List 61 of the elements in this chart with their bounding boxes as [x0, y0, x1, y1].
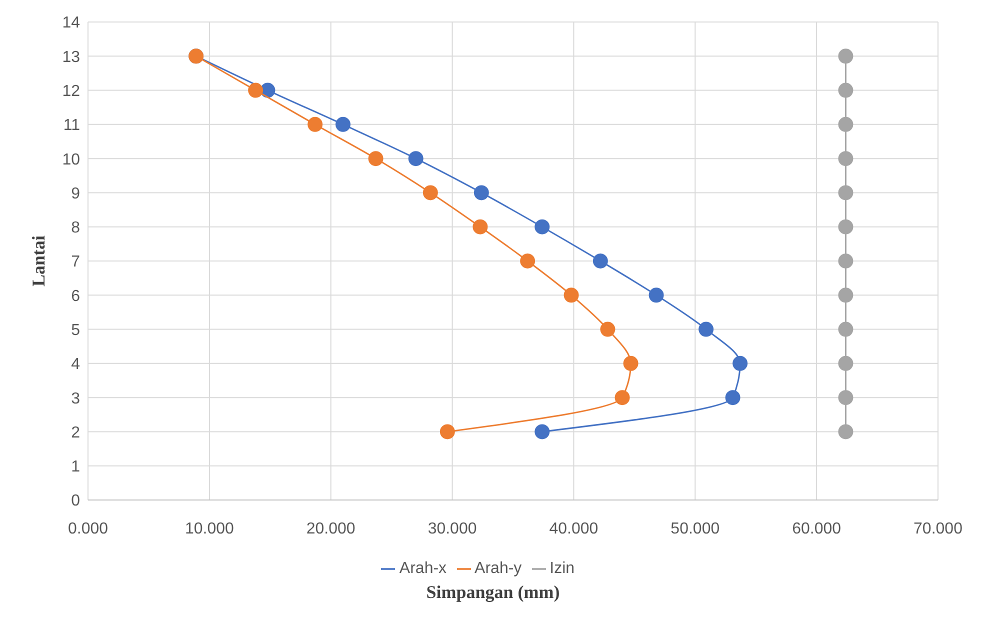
y-tick-label: 11 — [63, 117, 80, 134]
point — [648, 288, 664, 303]
x-tick-label: 70.000 — [914, 520, 963, 538]
y-axis-title: Lantai — [28, 235, 48, 287]
point — [838, 322, 854, 337]
x-tick-label: 10.000 — [184, 520, 234, 538]
point — [838, 288, 854, 303]
point — [534, 219, 550, 234]
y-tick-label: 14 — [62, 14, 80, 32]
x-tick-label: 40.000 — [549, 520, 598, 538]
x-axis-title: Simpangan (mm) — [425, 582, 561, 603]
point — [422, 185, 438, 200]
y-tick-label: 13 — [62, 48, 80, 66]
y-tick-label: 1 — [71, 458, 80, 476]
point — [592, 254, 608, 268]
point — [408, 151, 424, 166]
point — [838, 48, 854, 64]
x-tick-label: 60.000 — [792, 520, 842, 538]
point — [838, 254, 854, 268]
y-tick-label: 12 — [62, 82, 80, 100]
y-tick-label: 7 — [71, 254, 80, 271]
y-tick-label: 5 — [71, 322, 80, 339]
point — [838, 116, 854, 132]
point — [698, 322, 714, 337]
y-tick-label: 4 — [71, 356, 80, 374]
point — [520, 254, 536, 268]
point — [472, 219, 488, 234]
legend-label: Arah-x — [399, 560, 447, 577]
point — [440, 424, 455, 440]
x-tick-label: 0.000 — [68, 520, 108, 538]
point — [336, 116, 350, 132]
point — [838, 219, 854, 234]
point — [838, 82, 854, 98]
x-tick-label: 30.000 — [428, 520, 477, 538]
point — [534, 424, 550, 440]
y-tick-label: 3 — [71, 390, 80, 408]
x-tick-label: 20.000 — [306, 520, 356, 538]
point — [725, 390, 740, 406]
point — [838, 424, 854, 440]
y-tick-label: 10 — [62, 151, 80, 168]
point — [838, 356, 854, 371]
point — [838, 185, 854, 200]
point — [600, 322, 616, 337]
point — [623, 356, 638, 371]
legend-label: Arah-y — [474, 560, 522, 577]
point — [838, 151, 854, 166]
y-tick-label: 6 — [71, 288, 80, 305]
point — [308, 116, 323, 132]
y-tick-label: 8 — [71, 220, 80, 237]
point — [474, 185, 489, 200]
point — [248, 82, 264, 98]
point — [564, 288, 579, 303]
x-tick-label: 50.000 — [670, 520, 720, 538]
point — [614, 390, 630, 406]
point — [838, 390, 854, 406]
legend-label: Izin — [550, 560, 575, 577]
point — [732, 356, 748, 371]
y-tick-label: 9 — [71, 185, 80, 202]
point — [368, 151, 384, 166]
y-tick-label: 0 — [71, 492, 80, 510]
y-tick-label: 2 — [71, 424, 80, 442]
